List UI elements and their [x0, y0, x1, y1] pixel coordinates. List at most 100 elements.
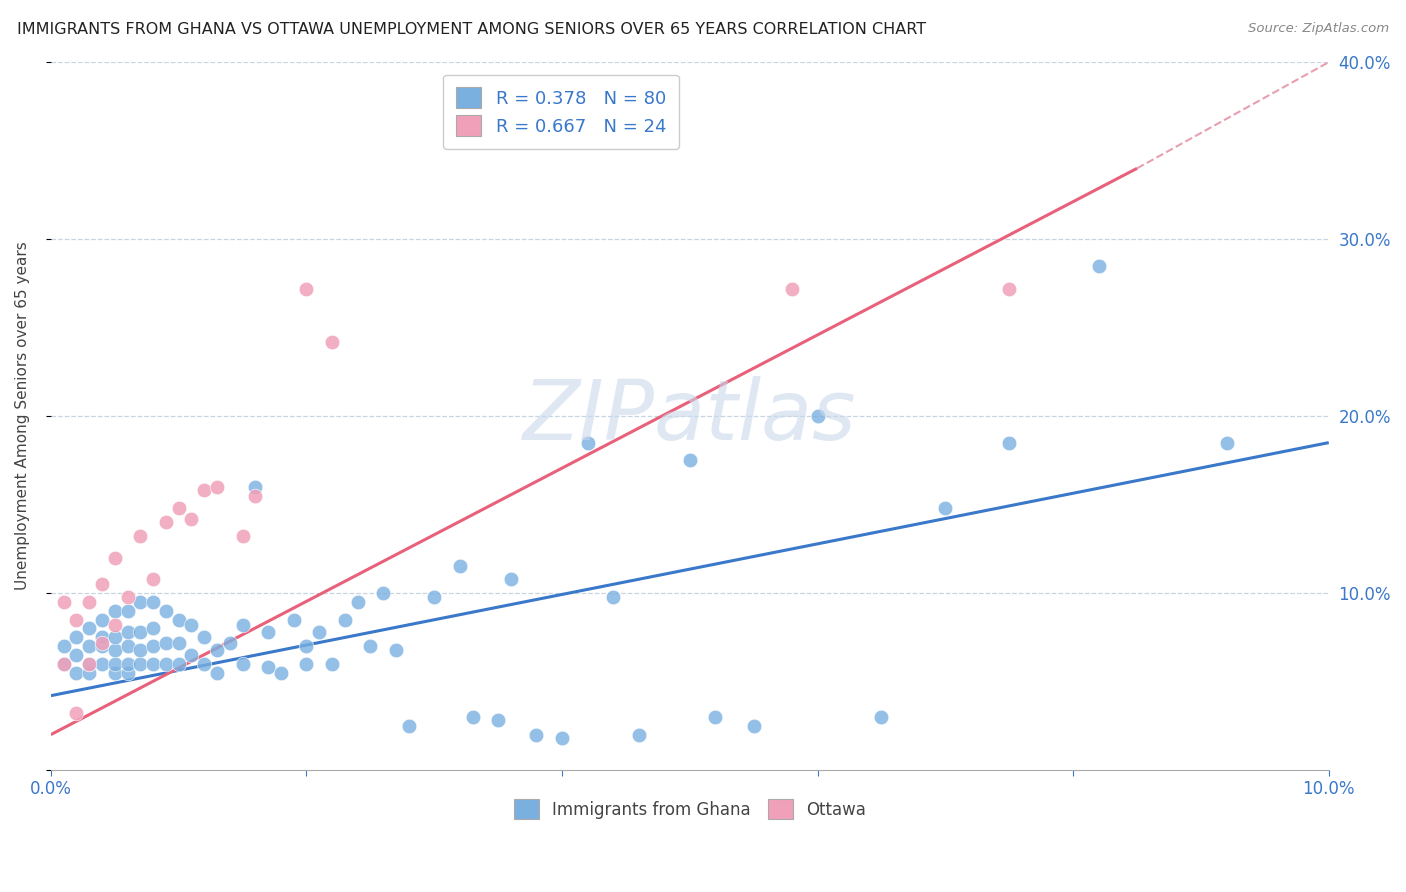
Point [142, 572, 165, 586]
Point [449, 559, 471, 574]
Point [104, 642, 127, 657]
Point [129, 595, 152, 609]
Point [77, 657, 100, 671]
Point [142, 622, 165, 636]
Point [167, 635, 190, 649]
Point [180, 648, 202, 662]
Point [934, 501, 956, 516]
Point [129, 642, 152, 657]
Point [193, 483, 215, 498]
Point [91, 577, 114, 591]
Point [129, 657, 152, 671]
Point [104, 618, 127, 632]
Point [52, 657, 75, 671]
Point [1087, 259, 1109, 273]
Point [77, 657, 100, 671]
Point [231, 529, 253, 543]
Point [461, 710, 484, 724]
Point [77, 665, 100, 680]
Point [257, 660, 280, 674]
Point [91, 630, 114, 644]
Point [142, 657, 165, 671]
Point [65, 613, 87, 627]
Point [52, 657, 75, 671]
Point [129, 624, 152, 639]
Point [104, 665, 127, 680]
Point [359, 639, 381, 653]
Point [308, 624, 330, 639]
Point [205, 480, 228, 494]
Point [333, 613, 356, 627]
Point [245, 489, 267, 503]
Point [77, 622, 100, 636]
Point [704, 710, 727, 724]
Point [104, 550, 127, 565]
Point [155, 515, 177, 529]
Point [180, 618, 202, 632]
Point [627, 728, 650, 742]
Point [65, 706, 87, 721]
Point [807, 409, 830, 423]
Point [321, 657, 343, 671]
Point [142, 595, 165, 609]
Point [742, 719, 765, 733]
Point [257, 624, 280, 639]
Point [117, 665, 139, 680]
Point [295, 282, 318, 296]
Point [385, 642, 408, 657]
Point [218, 635, 240, 649]
Point [117, 590, 139, 604]
Point [155, 657, 177, 671]
Point [117, 657, 139, 671]
Point [270, 665, 292, 680]
Point [193, 657, 215, 671]
Point [65, 665, 87, 680]
Point [117, 604, 139, 618]
Point [65, 648, 87, 662]
Point [117, 639, 139, 653]
Point [205, 665, 228, 680]
Point [155, 635, 177, 649]
Point [321, 334, 343, 349]
Point [526, 728, 548, 742]
Point [870, 710, 893, 724]
Point [167, 657, 190, 671]
Point [576, 435, 599, 450]
Text: IMMIGRANTS FROM GHANA VS OTTAWA UNEMPLOYMENT AMONG SENIORS OVER 65 YEARS CORRELA: IMMIGRANTS FROM GHANA VS OTTAWA UNEMPLOY… [17, 22, 927, 37]
Point [998, 435, 1021, 450]
Y-axis label: Unemployment Among Seniors over 65 years: Unemployment Among Seniors over 65 years [15, 242, 30, 591]
Point [77, 639, 100, 653]
Point [91, 639, 114, 653]
Point [295, 657, 318, 671]
Point [486, 714, 509, 728]
Point [499, 572, 522, 586]
Point [346, 595, 368, 609]
Point [551, 731, 574, 746]
Point [371, 586, 394, 600]
Text: ZIPatlas: ZIPatlas [523, 376, 856, 457]
Point [167, 613, 190, 627]
Point [231, 618, 253, 632]
Point [91, 613, 114, 627]
Point [423, 590, 446, 604]
Point [295, 639, 318, 653]
Point [104, 630, 127, 644]
Legend: Immigrants from Ghana, Ottawa: Immigrants from Ghana, Ottawa [508, 793, 872, 825]
Point [52, 639, 75, 653]
Point [602, 590, 624, 604]
Point [398, 719, 420, 733]
Point [52, 595, 75, 609]
Point [129, 529, 152, 543]
Point [205, 642, 228, 657]
Point [91, 635, 114, 649]
Point [231, 657, 253, 671]
Point [155, 604, 177, 618]
Point [91, 657, 114, 671]
Point [142, 639, 165, 653]
Point [180, 512, 202, 526]
Text: Source: ZipAtlas.com: Source: ZipAtlas.com [1249, 22, 1389, 36]
Point [104, 604, 127, 618]
Point [193, 630, 215, 644]
Point [245, 480, 267, 494]
Point [1215, 435, 1237, 450]
